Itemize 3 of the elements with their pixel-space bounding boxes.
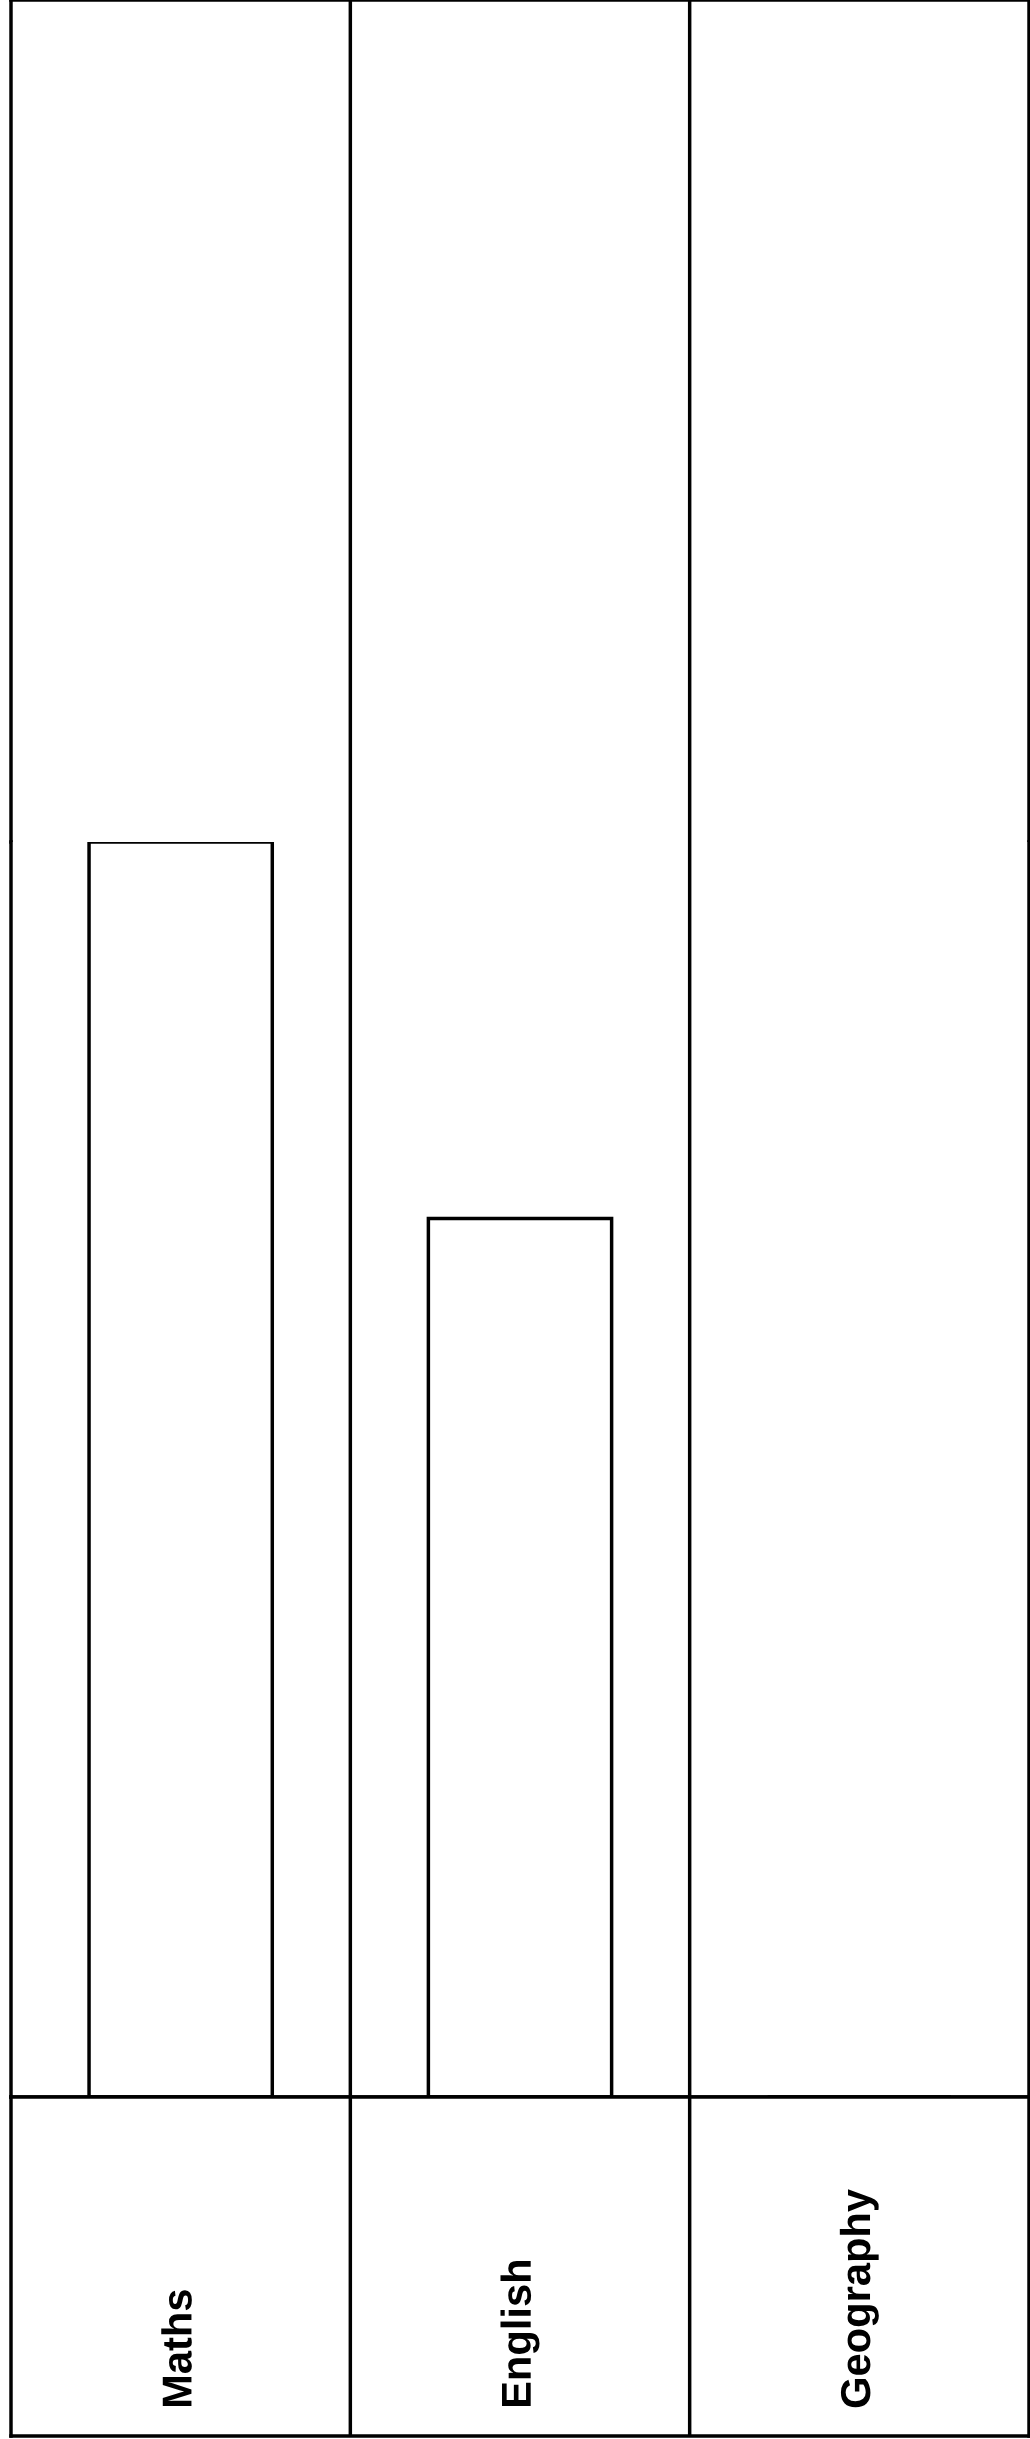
x-tick-label: Maths xyxy=(161,2290,192,2407)
x-tick-label: English xyxy=(500,2260,540,2407)
x-tick-label: Geography xyxy=(839,2189,879,2408)
